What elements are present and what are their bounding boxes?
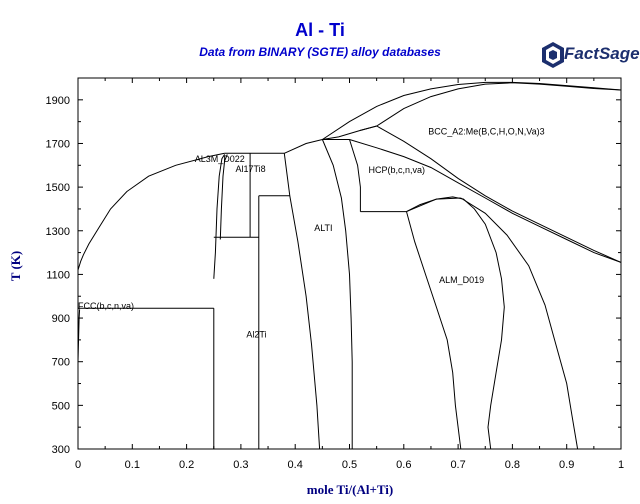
boundary-liquidus-left: [77, 152, 225, 271]
boundary-al3ti-left: [213, 154, 226, 279]
boundary-hcp-tial-left: [349, 139, 361, 212]
x-tick-label: 0.9: [559, 459, 574, 471]
phase-label: HCP(b,c,n,va): [369, 165, 426, 175]
x-tick-label: 0.6: [396, 459, 411, 471]
boundary-hcp-ti3al-tie: [406, 197, 461, 213]
boundary-al3ti-right: [219, 154, 228, 240]
x-tick-label: 1: [618, 459, 624, 471]
x-axis-title: mole Ti/(Al+Ti): [306, 482, 394, 497]
phase-labels: BCC_A2:Me(B,C,H,O,N,Va)3 HCP(b,c,n,va) AL3…: [78, 127, 545, 340]
phase-label: ALM_D019: [439, 275, 484, 285]
boundary-tial-left: [283, 153, 321, 450]
y-axis-title: T (K): [8, 250, 23, 282]
logo-name: FactSage: [564, 44, 640, 63]
y-tick-label: 1100: [46, 269, 70, 281]
y-tick-label: 500: [52, 400, 70, 412]
boundary-ti3al-dome: [406, 196, 505, 450]
factsage-logo-icon: [542, 42, 564, 68]
boundary-bcc-hcp-upper: [360, 125, 622, 263]
factsage-logo: FactSage™: [540, 40, 640, 70]
phase-label: ALTI: [314, 223, 332, 233]
x-axis: 0 0.1 0.2 0.3 0.4 0.5 0.6 0.7 0.8 0.9 1: [75, 78, 624, 471]
y-tick-label: 1500: [46, 182, 70, 194]
phase-label: Al17Ti8: [235, 164, 265, 174]
x-tick-label: 0.4: [288, 459, 303, 471]
x-tick-label: 0.3: [233, 459, 248, 471]
chart-subtitle: Data from BINARY (SGTE) alloy databases: [199, 45, 441, 59]
phase-boundaries: [77, 81, 622, 450]
phase-label: FCC(b,c,n,va): [78, 301, 134, 311]
y-tick-label: 900: [52, 313, 70, 325]
x-tick-label: 0.5: [342, 459, 357, 471]
phase-label: AL3M_D022: [195, 154, 245, 164]
x-tick-label: 0.8: [505, 459, 520, 471]
boundary-bcc-hcp-lower: [349, 139, 622, 263]
x-tick-label: 0.7: [450, 459, 465, 471]
y-axis: 300 500 700 900 1100 1300 1500 1700 1900: [46, 95, 621, 456]
boundary-liquidus-bcc-upper: [322, 81, 622, 140]
boundary-hcp-ti3al-right: [460, 197, 579, 450]
boundary-tial-right: [321, 139, 353, 449]
y-tick-label: 1900: [46, 95, 70, 107]
phase-label: BCC_A2:Me(B,C,H,O,N,Va)3: [428, 127, 544, 137]
x-tick-label: 0.2: [179, 459, 194, 471]
y-tick-label: 1700: [46, 138, 70, 150]
y-tick-label: 300: [52, 444, 70, 456]
x-tick-label: 0: [75, 459, 81, 471]
y-tick-label: 1300: [46, 226, 70, 238]
phase-label: Al2Ti: [246, 330, 266, 340]
chart-title: Al - Ti: [295, 20, 345, 40]
boundary-ti3al-left: [406, 211, 462, 450]
x-tick-label: 0.1: [125, 459, 140, 471]
boundary-liquidus-bcc-lower: [376, 82, 622, 127]
y-tick-label: 700: [52, 357, 70, 369]
